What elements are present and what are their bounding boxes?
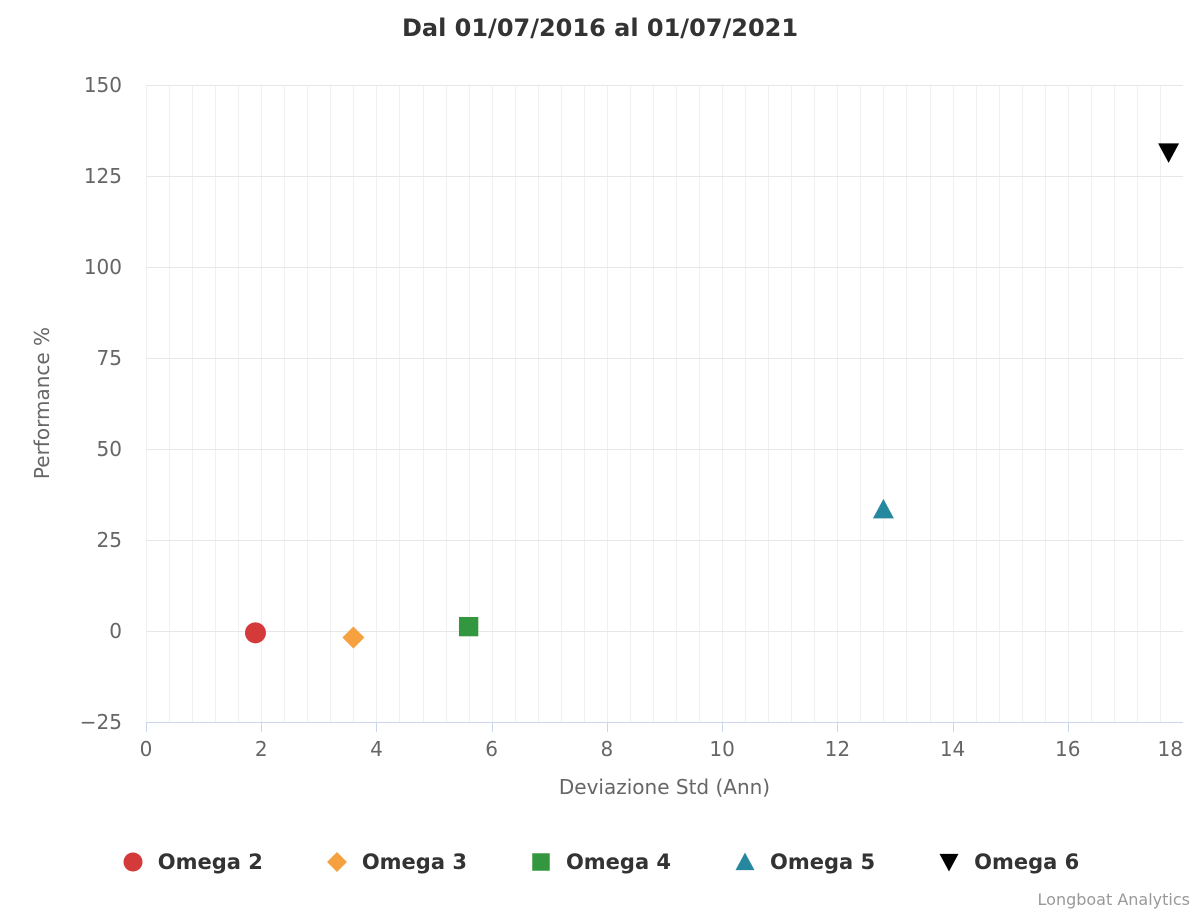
point-omega-6[interactable]	[1158, 143, 1180, 163]
y-tick-label: 50	[96, 437, 122, 461]
legend-item-omega-4[interactable]: Omega 4	[529, 850, 671, 874]
x-tick-label: 18	[1157, 737, 1183, 761]
legend-label: Omega 4	[565, 850, 672, 874]
x-tick-label: 0	[139, 737, 153, 761]
x-tick-label: 12	[824, 737, 851, 761]
square-marker-icon	[532, 853, 550, 871]
legend-label: Omega 5	[770, 850, 876, 874]
y-axis-title: Performance %	[30, 326, 54, 480]
diamond-marker-icon	[326, 852, 347, 872]
legend-item-omega-5[interactable]: Omega 5	[733, 850, 875, 874]
legend: Omega 2 Omega 3 Omega 4 Omega 5 Omega 6	[0, 840, 1200, 884]
x-axis-title: Deviazione Std (Ann)	[558, 775, 771, 799]
triangle-down-marker-icon	[939, 853, 959, 872]
legend-label: Omega 2	[157, 850, 263, 874]
x-tick-label: 14	[939, 737, 966, 761]
point-omega-3[interactable]	[342, 626, 365, 649]
y-tick-label: 125	[83, 164, 122, 188]
x-tick-label: 2	[254, 737, 268, 761]
x-tick-label: 6	[485, 737, 499, 761]
y-tick-label: 0	[109, 619, 122, 643]
plot-canvas	[146, 85, 1184, 732]
legend-item-omega-6[interactable]: Omega 6	[937, 850, 1079, 874]
x-tick-label: 10	[709, 737, 735, 761]
y-tick-label: 100	[83, 255, 122, 279]
plot-area	[146, 85, 1184, 734]
legend-label: Omega 3	[361, 850, 467, 874]
x-tick-label: 8	[600, 737, 614, 761]
point-omega-5[interactable]	[872, 498, 894, 519]
point-omega-2[interactable]	[244, 622, 266, 644]
x-tick-label: 16	[1055, 737, 1081, 761]
legend-label: Omega 6	[974, 850, 1080, 874]
point-omega-4[interactable]	[458, 616, 479, 637]
legend-item-omega-2[interactable]: Omega 2	[121, 850, 263, 874]
y-tick-label: −25	[79, 710, 122, 734]
y-tick-label: 150	[83, 73, 122, 97]
credits-text: Longboat Analytics	[1037, 890, 1190, 909]
triangle-marker-icon	[735, 852, 755, 871]
legend-item-omega-3[interactable]: Omega 3	[325, 850, 467, 874]
chart-title: Dal 01/07/2016 al 01/07/2021	[401, 14, 799, 42]
x-tick-label: 4	[370, 737, 383, 761]
y-tick-label: 75	[96, 346, 122, 370]
y-tick-label: 25	[96, 528, 122, 552]
circle-marker-icon	[123, 852, 143, 872]
